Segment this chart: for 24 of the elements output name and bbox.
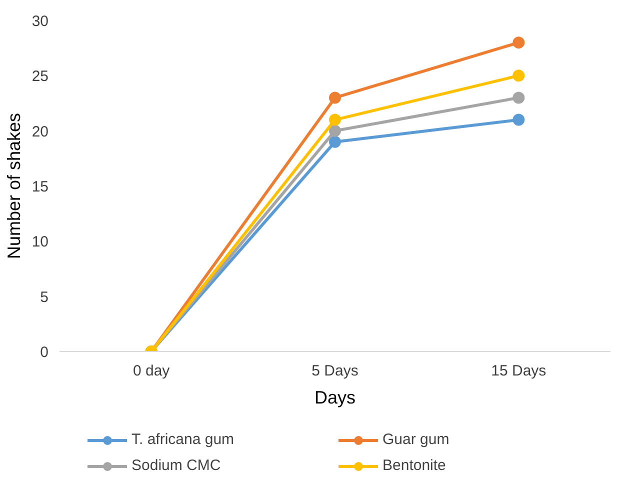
point xyxy=(329,92,341,104)
y-tick-label: 10 xyxy=(32,234,49,251)
x-tick-label: 5 Days xyxy=(312,362,358,380)
x-tick-label: 15 Days xyxy=(491,362,546,380)
y-tick-label: 30 xyxy=(32,13,49,30)
point xyxy=(512,114,525,126)
x-axis-title: Days xyxy=(314,388,356,408)
point xyxy=(512,36,525,49)
point xyxy=(512,70,525,82)
y-tick-label: 20 xyxy=(32,123,49,140)
y-tick-label: 0 xyxy=(40,344,48,361)
y-tick-label: 5 xyxy=(40,288,48,306)
y-tick-label: 15 xyxy=(32,178,49,196)
y-tick-label: 25 xyxy=(32,68,49,86)
x-tick-label: 0 day xyxy=(132,362,170,380)
legend-label: T. africana gum xyxy=(132,431,236,448)
point xyxy=(329,114,341,126)
y-axis-title: Number of shakes xyxy=(4,112,24,260)
point xyxy=(329,136,341,148)
legend-label: Guar gum xyxy=(382,431,450,448)
point xyxy=(329,124,341,137)
legend-label: Sodium CMC xyxy=(132,457,222,474)
point xyxy=(512,92,525,104)
legend-label: Bentonite xyxy=(382,457,447,474)
